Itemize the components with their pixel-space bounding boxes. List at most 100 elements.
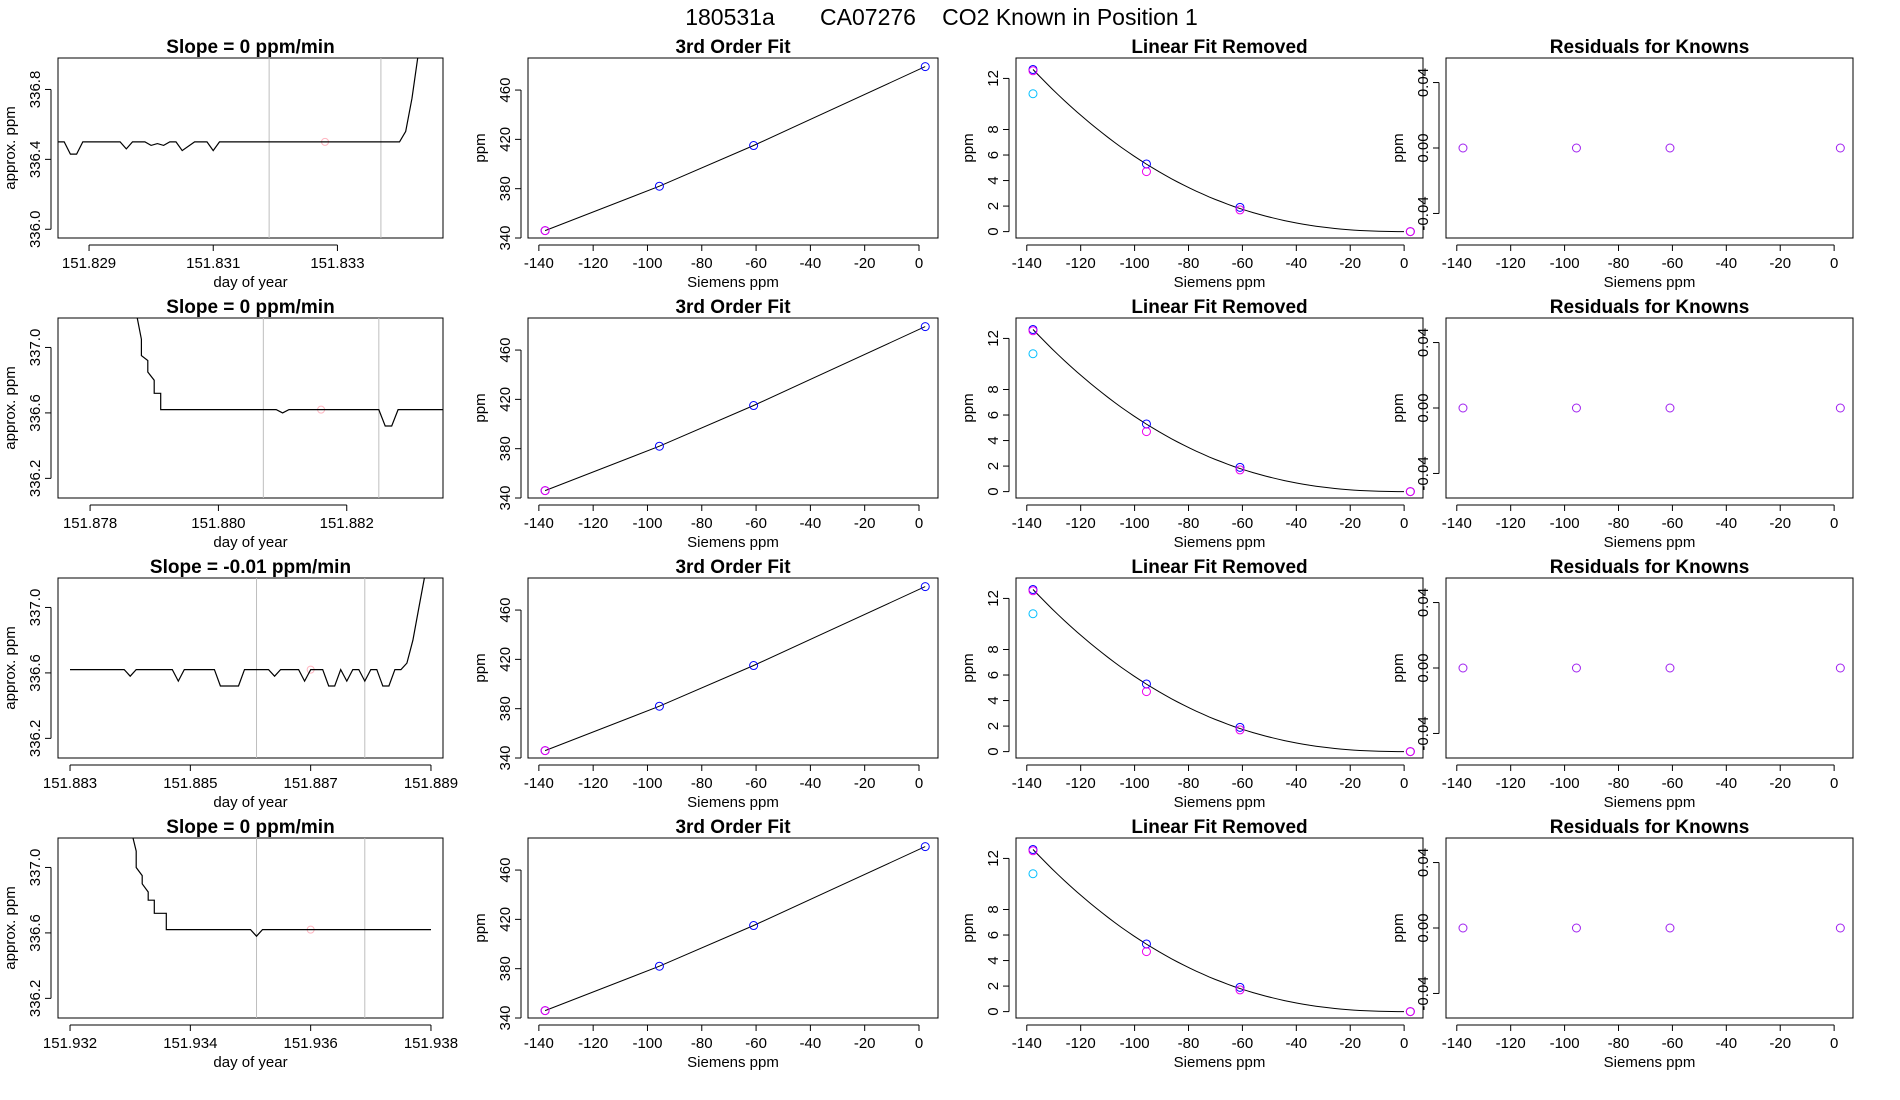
linrem-panel-1-y-tick-label: 2 xyxy=(985,202,1002,210)
fit-panel-4-point xyxy=(920,842,930,852)
raw-panel-3-x-tick-label: 151.889 xyxy=(404,775,458,792)
resid-panel-2-point xyxy=(1571,403,1581,413)
resid-panel-3-plot-frame xyxy=(1445,577,1854,759)
fit-panel-4-x-tick-label: -140 xyxy=(524,1035,554,1052)
fit-panel-4-title: 3rd Order Fit xyxy=(675,817,791,838)
title-date: 180531a xyxy=(685,4,775,30)
linrem-panel-1-known-removed-point xyxy=(1235,202,1245,212)
linrem-panel-4-raw-magenta-point xyxy=(1028,846,1038,856)
linrem-panel-4-raw-cyan-point xyxy=(1028,869,1038,879)
linrem-panel-1-title: Linear Fit Removed xyxy=(1131,37,1307,58)
raw-panel-3-trace xyxy=(70,578,425,687)
linrem-panel-3-x-tick-label: 0 xyxy=(1400,775,1408,792)
raw-panel-1-y-axis-label: approx. ppm xyxy=(2,106,19,189)
linrem-panel-3-y-axis-label: ppm xyxy=(960,653,977,682)
fit-panel-4-y-tick-label: 340 xyxy=(497,1005,514,1030)
resid-panel-1-x-axis-label: Siemens ppm xyxy=(1604,274,1696,291)
resid-panel-2-x-tick-label: -80 xyxy=(1608,515,1630,532)
raw-panel-1-y-tick-label: 336.4 xyxy=(27,141,44,179)
fit-panel-3-x-tick-label: -80 xyxy=(691,775,713,792)
linrem-panel-4-title: Linear Fit Removed xyxy=(1131,817,1307,838)
resid-panel-1: Residuals for Knowns -140 -120 -100 -80 -60 -4… xyxy=(1390,37,1854,291)
linrem-panel-3-fit-curve xyxy=(1032,589,1404,753)
resid-panel-4-point xyxy=(1571,923,1581,933)
fit-panel-1-y-axis: 340 380 420 460 xyxy=(497,78,522,251)
linrem-panel-1-y-axis-label: ppm xyxy=(960,133,977,162)
linrem-panel-1-y-tick-label: 8 xyxy=(985,125,1002,133)
fit-panel-2-x-tick-label: -120 xyxy=(578,515,608,532)
raw-panel-4-x-tick-label: 151.938 xyxy=(404,1035,458,1052)
fit-panel-3-point-overlay xyxy=(540,746,550,756)
linrem-panel-4-y-tick-label: 8 xyxy=(985,905,1002,913)
linrem-panel-2-x-tick-label: -80 xyxy=(1178,515,1200,532)
linrem-panel-4-y-axis-label: ppm xyxy=(960,913,977,942)
fit-panel-2-point xyxy=(749,401,759,411)
resid-panel-3-point xyxy=(1835,663,1845,673)
linrem-panel-2-raw-magenta-point xyxy=(1028,326,1038,336)
resid-panel-2-point xyxy=(1458,403,1468,413)
resid-panel-1-y-tick-label: 0.04 xyxy=(1415,68,1432,97)
resid-panel-4-x-tick-label: -20 xyxy=(1769,1035,1791,1052)
linrem-panel-1-fit-curve xyxy=(1032,69,1404,233)
fit-panel-2-point xyxy=(920,322,930,332)
linrem-panel-2-x-axis-label: Siemens ppm xyxy=(1174,534,1266,551)
resid-panel-3-x-tick-label: -60 xyxy=(1662,775,1684,792)
resid-panel-2-point xyxy=(1665,403,1675,413)
linrem-panel-1-x-tick-label: -100 xyxy=(1120,255,1150,272)
fit-panel-4-x-tick-label: -20 xyxy=(854,1035,876,1052)
linrem-panel-4-plot-frame xyxy=(1015,837,1424,1019)
resid-panel-2-title: Residuals for Knowns xyxy=(1550,297,1750,318)
linrem-panel-1: Linear Fit Removed-140 -120 -100 -80 -60 -40-… xyxy=(960,37,1424,291)
raw-panel-4-x-tick-label: 151.934 xyxy=(163,1035,217,1052)
linrem-panel-2-raw-magenta-point xyxy=(1141,427,1151,437)
linrem-panel-4-y-tick-label: 0 xyxy=(985,1007,1002,1015)
resid-panel-2: Residuals for Knowns -140 -120 -100 -80 -60 -4… xyxy=(1390,297,1854,551)
linrem-panel-4-x-tick-label: -140 xyxy=(1012,1035,1042,1052)
fit-panel-3-x-tick-label: -40 xyxy=(800,775,822,792)
fit-panel-4-x-tick-label: -120 xyxy=(578,1035,608,1052)
raw-panel-3-x-axis-label: day of year xyxy=(213,794,287,811)
fit-panel-2-y-tick-label: 340 xyxy=(497,485,514,510)
fit-panel-3-y-axis: 340 380 420 460 xyxy=(497,598,522,771)
raw-panel-3-title: Slope = -0.01 ppm/min xyxy=(150,557,351,578)
resid-panel-2-x-tick-label: -20 xyxy=(1769,515,1791,532)
fit-panel-2-x-tick-label: -60 xyxy=(745,515,767,532)
resid-panel-1-point xyxy=(1571,143,1581,153)
linrem-panel-2-y-axis-label: ppm xyxy=(960,393,977,422)
resid-panel-3-x-axis: -140 -120 -100 -80 -60 -40 -20 0 xyxy=(1442,764,1838,792)
linrem-panel-2-y-axis: 0 2 4 6 8 12 xyxy=(985,330,1010,496)
linrem-panel-4-raw-magenta-point xyxy=(1235,985,1245,995)
fit-panel-2-plot-frame xyxy=(527,317,939,499)
resid-panel-4-x-tick-label: -80 xyxy=(1608,1035,1630,1052)
fit-panel-1-point xyxy=(920,62,930,72)
linrem-panel-3-raw-cyan-point xyxy=(1028,609,1038,619)
fit-panel-4-y-axis: 340 380 420 460 xyxy=(497,858,522,1031)
linrem-panel-2-x-tick-label: -60 xyxy=(1232,515,1254,532)
fit-panel-1-y-tick-label: 380 xyxy=(497,176,514,201)
resid-panel-4-title: Residuals for Knowns xyxy=(1550,817,1750,838)
resid-panel-1-plot-frame xyxy=(1445,57,1854,239)
raw-panel-2-x-tick-label: 151.880 xyxy=(191,515,245,532)
linrem-panel-2-fit-curve xyxy=(1032,329,1404,493)
fit-panel-2: 3rd Order Fit -140 -120 -100 -80 -60 -40 -20 0 Si… xyxy=(472,297,939,551)
raw-panel-2-title: Slope = 0 ppm/min xyxy=(166,297,334,318)
resid-panel-2-y-tick-label: -0.04 xyxy=(1415,456,1432,490)
linrem-panel-3-x-tick-label: -140 xyxy=(1012,775,1042,792)
fit-panel-3-y-tick-label: 380 xyxy=(497,696,514,721)
linrem-panel-4-x-tick-label: 0 xyxy=(1400,1035,1408,1052)
fit-panel-1-y-tick-label: 460 xyxy=(497,78,514,103)
linrem-panel-1-x-tick-label: 0 xyxy=(1400,255,1408,272)
fit-panel-4-x-tick-label: -80 xyxy=(691,1035,713,1052)
fit-panel-2-x-axis: -140 -120 -100 -80 -60 -40 -20 0 xyxy=(524,504,923,532)
raw-panel-4-trace xyxy=(132,838,431,938)
fit-panel-3-x-tick-label: -100 xyxy=(632,775,662,792)
linrem-panel-3-x-axis: -140 -120 -100 -80 -60 -40 -20 0 xyxy=(1012,764,1408,792)
raw-panel-1: Slope = 0 ppm/min 151.829 151.831 151.833 da… xyxy=(2,37,444,291)
resid-panel-2-x-tick-label: -140 xyxy=(1442,515,1472,532)
linrem-panel-2-y-tick-label: 4 xyxy=(985,436,1002,444)
resid-panel-2-y-tick-label: 0.00 xyxy=(1415,393,1432,422)
fit-panel-3-fit-line xyxy=(544,586,926,752)
resid-panel-4-x-axis: -140 -120 -100 -80 -60 -40 -20 0 xyxy=(1442,1024,1838,1052)
